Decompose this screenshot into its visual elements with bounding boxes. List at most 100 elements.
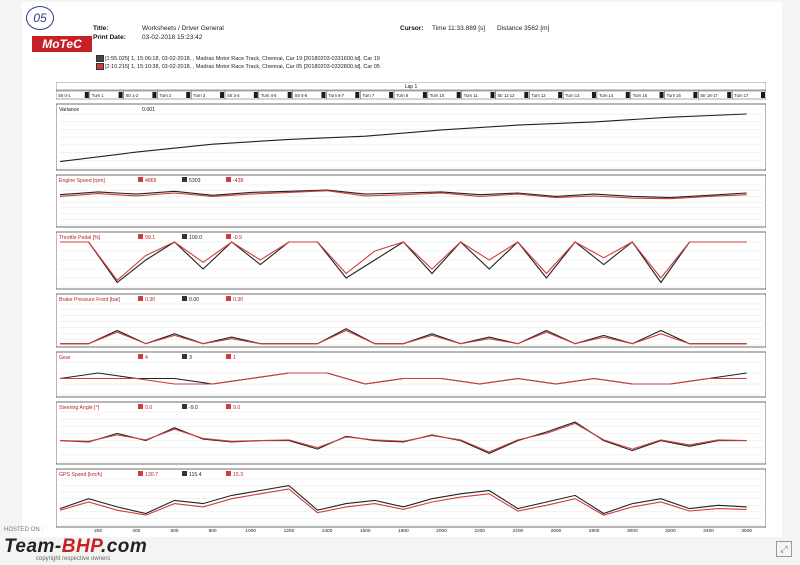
segment-marker-3 [186, 92, 191, 98]
panel-title: Engine Speed [rpm] [59, 178, 105, 184]
segment-label: Turn 17 [734, 93, 749, 98]
readout-swatch-icon [182, 177, 187, 182]
readout-swatch-icon [226, 471, 231, 476]
panel-readout: 15.3 [233, 472, 243, 478]
segment-marker-5 [253, 92, 258, 98]
run-legend-car19: [1:55.025] 1, 15:06:18, 03-02-2018, , Ma… [96, 55, 380, 62]
readout-swatch-icon [226, 177, 231, 182]
segment-marker-12 [490, 92, 495, 98]
segment-label: Turn 14 [599, 93, 614, 98]
panel-readout: 0.0 [145, 405, 152, 411]
readout-swatch-icon [226, 354, 231, 359]
readout-swatch-icon [182, 404, 187, 409]
x-tick-label: 2800 [589, 528, 600, 534]
cursor-distance: Distance 3562 [m] [497, 25, 550, 32]
segment-marker-9 [389, 92, 394, 98]
run-car19-text: [1:55.025] 1, 15:06:18, 03-02-2018, , Ma… [105, 55, 380, 62]
readout-swatch-icon [138, 296, 143, 301]
readout-swatch-icon [226, 296, 231, 301]
x-tick-label: 1000 [245, 528, 256, 534]
segment-label: Turn 8 [396, 93, 409, 98]
readout-swatch-icon [182, 234, 187, 239]
panel-readout: 5303 [189, 178, 201, 184]
panel-readout: 0.30 [233, 297, 243, 303]
car05-swatch-icon [96, 63, 104, 70]
panel-readout: 9.0 [233, 405, 240, 411]
x-tick-label: 1200 [284, 528, 295, 534]
readout-swatch-icon [138, 177, 143, 182]
panel-title: Throttle Pedal [%] [59, 235, 101, 241]
series-line [59, 488, 747, 516]
series-line [59, 190, 747, 200]
panel-title: Brake Pressure Front [bar] [59, 297, 121, 303]
panel-readout: 0.30 [145, 297, 155, 303]
handwritten-stamp: 05 [26, 6, 54, 30]
panel-frame [55, 468, 767, 528]
panel-title: Variance [59, 107, 79, 113]
readout-swatch-icon [138, 471, 143, 476]
segment-label: Turn 1 [92, 93, 105, 98]
x-tick-label: 3200 [665, 528, 676, 534]
segment-marker-4 [220, 92, 225, 98]
readout-swatch-icon [182, 296, 187, 301]
segment-label: Turn 2 [159, 93, 172, 98]
watermark-brand-a: Team- [4, 536, 62, 557]
readout-swatch-icon [138, 404, 143, 409]
lap-label: Lap 1 [405, 84, 418, 90]
car19-swatch-icon [96, 55, 104, 62]
segment-label: Turn 7 [362, 93, 375, 98]
panel-readout: 100.0 [189, 235, 202, 241]
title-label: Title: [93, 25, 109, 32]
segment-label: Turn 16 [667, 93, 682, 98]
segment-marker-2 [152, 92, 157, 98]
x-tick-label: 200 [94, 528, 102, 534]
segment-label: Turn 15 [633, 93, 648, 98]
x-tick-label: 1800 [398, 528, 409, 534]
panel-frame [55, 401, 767, 465]
segment-label: Turn 10 [430, 93, 445, 98]
panel-readout: -438 [233, 178, 243, 184]
watermark-brand-c: .com [100, 536, 148, 557]
segment-marker-8 [355, 92, 360, 98]
watermark-rights: copyright respective owners [36, 556, 111, 562]
series-line [59, 189, 747, 199]
series-line [59, 422, 747, 453]
segment-label: Str 5-6 [295, 93, 308, 98]
panel-readout: 0.001 [142, 107, 155, 113]
segment-label: Str 1-2 [126, 93, 139, 98]
segment-label: Turn 3 [193, 93, 206, 98]
segment-marker-18 [693, 92, 698, 98]
segment-marker-6 [287, 92, 292, 98]
segment-label: Str 16-17 [700, 93, 718, 98]
segment-marker-17 [659, 92, 664, 98]
zoom-icon[interactable]: ⤢ [776, 541, 792, 557]
segment-marker-11 [456, 92, 461, 98]
series-line [60, 372, 747, 385]
run-legend-car05: [2:10.215] 1, 15:10:38, 03-02-2018, , Ma… [96, 63, 380, 70]
segment-marker-0 [84, 92, 89, 98]
cursor-time: Time 11:33.889 [s] [432, 25, 486, 32]
x-tick-label: 2000 [436, 528, 447, 534]
panel-readout: 99.1 [145, 235, 155, 241]
panel-readout: 115.4 [189, 472, 202, 478]
print-date-label: Print Date: [93, 34, 126, 41]
readout-swatch-icon [182, 471, 187, 476]
x-tick-label: 400 [132, 528, 140, 534]
panel-readout: 130.7 [145, 472, 158, 478]
segment-marker-10 [422, 92, 427, 98]
x-tick-label: 3600 [741, 528, 752, 534]
segment-label: Turn 12 [531, 93, 546, 98]
segment-marker-7 [321, 92, 326, 98]
x-tick-label: 2600 [551, 528, 562, 534]
segment-marker-13 [524, 92, 529, 98]
segment-marker-19 [727, 92, 732, 98]
cursor-label: Cursor: [400, 25, 424, 32]
segment-label: Turn 11 [464, 93, 479, 98]
panel-title: Steering Angle [°] [59, 405, 100, 411]
print-date-value: 03-02-2018 15:23:42 [142, 34, 203, 41]
x-tick-label: 1400 [322, 528, 333, 534]
title-value: Worksheets / Driver General [142, 25, 224, 32]
watermark-brand-b: BHP [61, 536, 101, 557]
panel-readout: 3 [189, 355, 192, 361]
panel-readout: 1 [233, 355, 236, 361]
